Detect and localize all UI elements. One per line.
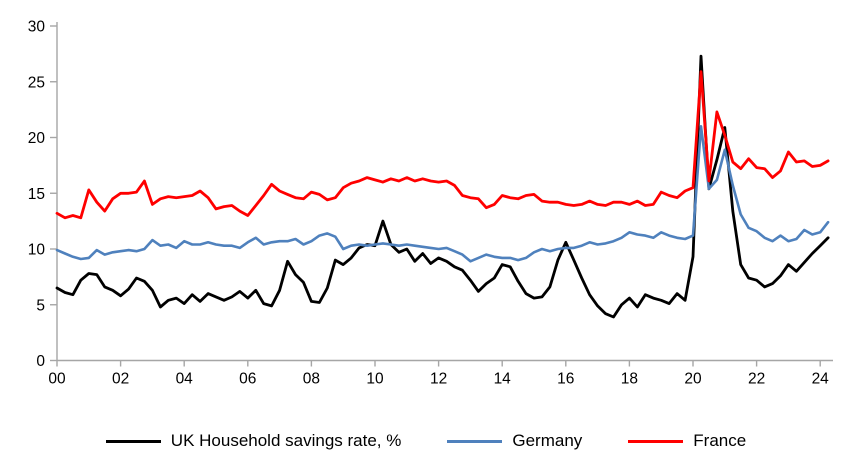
legend-label-uk: UK Household savings rate, % [170,431,402,450]
chart-legend: UK Household savings rate, % Germany Fra… [0,424,852,458]
germany-line-swatch [447,439,503,443]
x-tick-label: 02 [112,371,129,388]
legend-label-germany: Germany [512,431,583,450]
y-tick-label: 25 [28,74,45,91]
france-series-line [55,70,830,220]
x-tick-label: 04 [176,371,194,388]
uk-line-swatch [105,439,161,443]
x-tick-label: 18 [621,371,638,388]
savings-rate-line-chart: 0 5 10 15 20 25 30 00 02 04 06 08 10 12 14 16 18 20 22 24 [28,19,833,388]
x-tick-label: 06 [239,371,256,388]
x-tick-label: 12 [430,371,447,388]
france-line-swatch [628,439,684,443]
x-tick-label: 08 [303,371,320,388]
y-tick-label: 20 [28,130,46,147]
y-tick-label: 0 [36,353,45,370]
germany-series-line [55,125,830,263]
x-tick-label: 22 [748,371,765,388]
x-tick-label: 10 [366,371,384,388]
y-tick-label: 5 [36,297,45,314]
x-tick-label: 24 [812,371,830,388]
x-tick-label: 20 [684,371,702,388]
legend-label-france: France [693,431,747,450]
x-tick-label: 16 [557,371,574,388]
legend-item-france: France [628,431,746,451]
y-tick-label: 30 [28,19,46,36]
legend-item-uk: UK Household savings rate, % [105,431,402,451]
legend-item-germany: Germany [447,431,582,451]
x-tick-label: 14 [494,371,512,388]
y-tick-label: 15 [28,186,45,203]
y-tick-label: 10 [28,242,46,259]
x-tick-label: 00 [48,371,66,388]
